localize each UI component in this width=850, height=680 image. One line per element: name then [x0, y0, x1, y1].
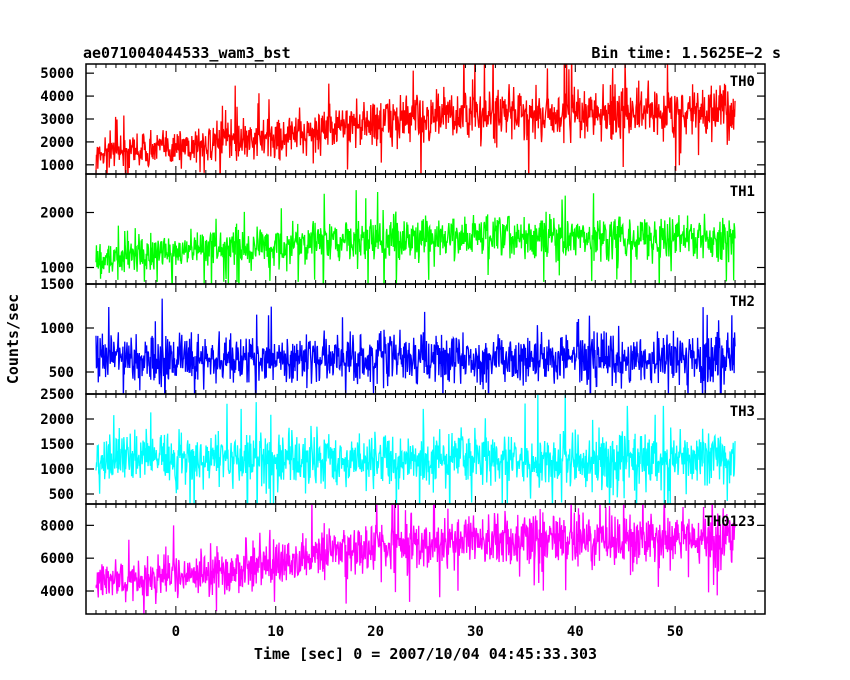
xtick-label: 40	[567, 624, 584, 640]
panel-label-th3: TH3	[730, 404, 755, 420]
xtick-label: 10	[267, 624, 284, 640]
chart-title: ae071004044533_wam3_bst	[83, 44, 291, 62]
panel-label-th0: TH0	[730, 74, 755, 90]
series-th0123	[95, 504, 736, 614]
ytick-label-th1: 1000	[40, 261, 74, 277]
ytick-label-th3: 1000	[40, 462, 74, 478]
xtick-label: 20	[367, 624, 384, 640]
y-axis-label: Counts/sec	[4, 294, 22, 384]
ytick-label-th0: 4000	[40, 89, 74, 105]
panel-label-th2: TH2	[730, 294, 755, 310]
xtick-label: 30	[467, 624, 484, 640]
ytick-label-th2: 500	[49, 365, 74, 381]
ytick-label-th0: 5000	[40, 66, 74, 82]
ytick-label-th3: 2500	[40, 387, 74, 403]
ytick-label-th0123: 8000	[40, 518, 74, 534]
panel-label-th1: TH1	[730, 184, 755, 200]
series-th2	[95, 298, 736, 394]
series-th1	[95, 190, 736, 284]
series-th0	[95, 64, 736, 174]
ytick-label-th0123: 6000	[40, 551, 74, 567]
ytick-label-th2: 1500	[40, 277, 74, 293]
ytick-label-th3: 1500	[40, 437, 74, 453]
ytick-label-th3: 2000	[40, 412, 74, 428]
ytick-label-th2: 1000	[40, 321, 74, 337]
ytick-label-th1: 2000	[40, 206, 74, 222]
ytick-label-th0: 2000	[40, 135, 74, 151]
ytick-label-th0: 1000	[40, 158, 74, 174]
bin-time-label: Bin time: 1.5625E−2 s	[591, 44, 781, 62]
ytick-label-th0: 3000	[40, 112, 74, 128]
series-th3	[95, 394, 736, 504]
ytick-label-th0123: 4000	[40, 584, 74, 600]
panel-label-th0123: TH0123	[704, 514, 755, 530]
ytick-label-th3: 500	[49, 487, 74, 503]
xtick-label: 50	[667, 624, 684, 640]
xtick-label: 0	[172, 624, 180, 640]
x-axis-label: Time [sec] 0 = 2007/10/04 04:45:33.303	[254, 645, 597, 663]
